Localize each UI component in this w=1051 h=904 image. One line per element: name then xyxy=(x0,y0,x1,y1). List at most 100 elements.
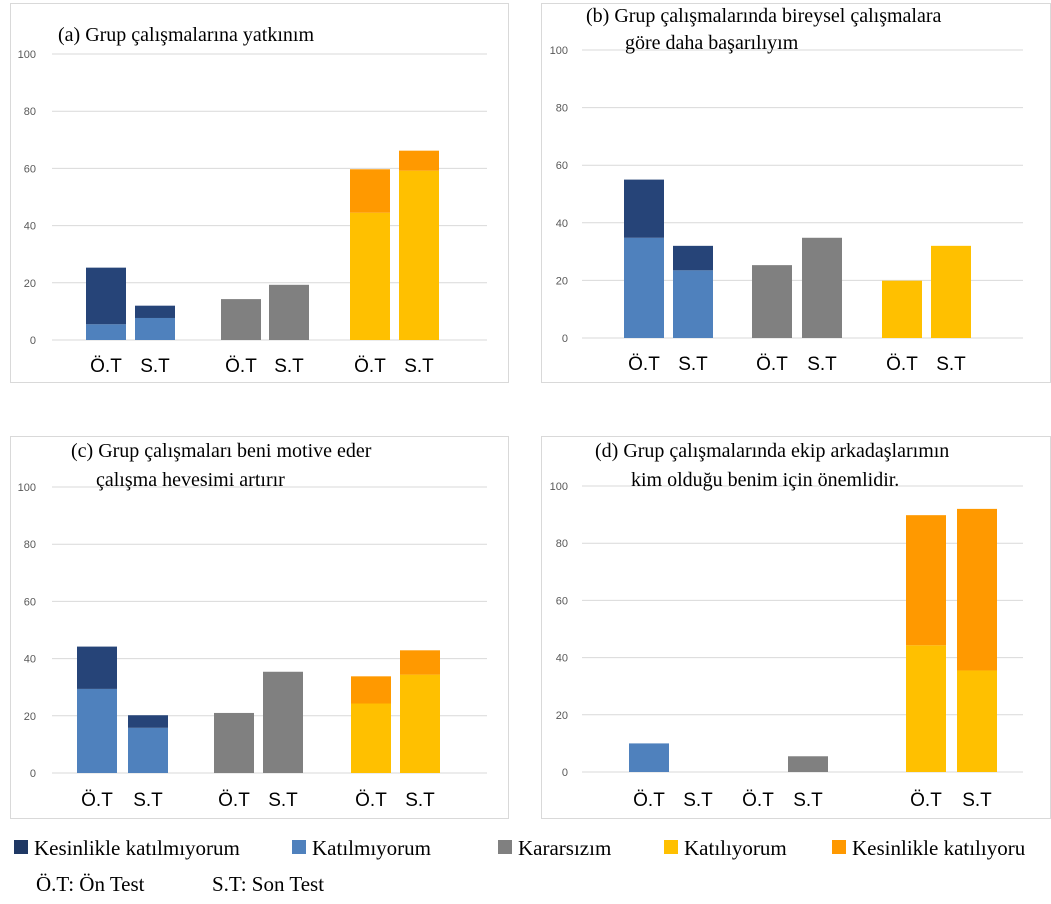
y-tick-label: 40 xyxy=(556,653,568,665)
bar-kesinlikle-katılmıyorum xyxy=(135,305,175,318)
y-tick-label: 0 xyxy=(562,333,568,345)
bar-katılıyorum xyxy=(931,245,971,338)
chart-title: kim olduğu benim için önemlidir. xyxy=(631,469,899,491)
y-tick-label: 0 xyxy=(562,767,568,779)
legend-label: Kesinlikle katılmıyorum xyxy=(34,836,240,860)
bar-katılıyorum xyxy=(882,280,922,338)
y-tick-label: 80 xyxy=(24,539,36,551)
chart-panel-b: 0 20 40 60 80 100 (b) Grup çalışmalarında bire… xyxy=(541,3,1051,383)
bar-katılmıyorum xyxy=(135,317,175,340)
legend-label: Katılıyorum xyxy=(684,836,787,860)
x-tick-label: Ö.T xyxy=(628,354,660,375)
x-tick-label: S.T xyxy=(140,356,170,377)
legend-swatch-katiliyorum xyxy=(664,840,678,854)
x-tick-label: S.T xyxy=(683,790,713,811)
y-tick-label: 60 xyxy=(24,163,36,175)
bar-katılıyorum xyxy=(399,170,439,340)
legend-swatch-kesinlikle-katiliyorum xyxy=(832,840,846,854)
bar-kesinlikle-katılıyorum xyxy=(400,650,440,675)
bar-kesinlikle-katılmıyorum xyxy=(624,179,664,238)
y-tick-label: 40 xyxy=(24,654,36,666)
x-tick-label: Ö.T xyxy=(355,790,387,811)
legend-swatch-kararsizim xyxy=(498,840,512,854)
legend-label: Kesinlikle katılıyoru xyxy=(852,836,1026,860)
y-tick-label: 0 xyxy=(30,335,36,347)
y-tick-label: 20 xyxy=(24,278,36,290)
x-tick-label: S.T xyxy=(793,790,823,811)
legend-item-katilmiyorum: Katılmıyorum xyxy=(292,836,431,861)
bar-kararsızım xyxy=(802,237,842,338)
legend-label: Kararsızım xyxy=(518,836,612,860)
bar-kesinlikle-katılıyorum xyxy=(350,169,390,213)
x-tick-label: Ö.T xyxy=(633,790,665,811)
y-tick-label: 80 xyxy=(556,538,568,550)
bar-katılıyorum xyxy=(350,212,390,340)
y-tick-label: 80 xyxy=(24,106,36,118)
post-test-note: S.T: Son Test xyxy=(212,872,325,896)
x-tick-label: S.T xyxy=(962,790,992,811)
bar-kesinlikle-katılıyorum xyxy=(957,508,997,671)
bar-kesinlikle-katılmıyorum xyxy=(86,267,126,325)
bar-katılmıyorum xyxy=(77,688,117,773)
bar-kesinlikle-katılmıyorum xyxy=(77,646,117,689)
x-tick-label: Ö.T xyxy=(354,356,386,377)
x-tick-label: Ö.T xyxy=(225,356,257,377)
bar-kararsızım xyxy=(752,265,792,338)
chart-title: (a) Grup çalışmalarına yatkınım xyxy=(58,24,314,46)
legend-item-kararsizim: Kararsızım xyxy=(498,836,611,861)
x-tick-label: Ö.T xyxy=(910,790,942,811)
y-tick-label: 100 xyxy=(550,481,568,493)
x-tick-label: S.T xyxy=(404,356,434,377)
chart-frame xyxy=(541,3,1051,383)
legend-item-katiliyorum: Katılıyorum xyxy=(664,836,787,861)
chart-panel-a: 0 20 40 60 80 100 (a) Grup çalışmalarına yatkı… xyxy=(10,3,509,383)
y-tick-label: 80 xyxy=(556,103,568,115)
pre-test-note: Ö.T: Ön Test xyxy=(36,872,145,896)
x-tick-label: S.T xyxy=(807,354,837,375)
legend-item-kesinlikle-katilmiyorum: Kesinlikle katılmıyorum xyxy=(14,836,240,861)
x-tick-label: S.T xyxy=(936,354,966,375)
legend-item-kesinlikle-katiliyorum: Kesinlikle katılıyoru xyxy=(832,836,1025,861)
y-tick-label: 40 xyxy=(556,218,568,230)
legend-swatch-kesinlikle-katilmiyorum xyxy=(14,840,28,854)
bar-katılıyorum xyxy=(906,645,946,772)
chart-title: (b) Grup çalışmalarında bireysel çalışma… xyxy=(586,5,942,27)
bar-kesinlikle-katılmıyorum xyxy=(128,715,168,728)
y-tick-label: 20 xyxy=(556,710,568,722)
x-tick-label: Ö.T xyxy=(81,790,113,811)
chart-panel-d: 0 20 40 60 80 100 (d) Grup çalışmalarında ekip… xyxy=(541,436,1051,819)
y-tick-label: 20 xyxy=(24,711,36,723)
bar-kararsızım xyxy=(214,712,254,773)
x-tick-label: Ö.T xyxy=(742,790,774,811)
x-tick-label: Ö.T xyxy=(756,354,788,375)
bar-kesinlikle-katılıyorum xyxy=(906,515,946,646)
chart-title: (c) Grup çalışmaları beni motive eder xyxy=(71,440,372,462)
y-tick-label: 20 xyxy=(556,275,568,287)
legend-label: Katılmıyorum xyxy=(312,836,431,860)
bar-katılmıyorum xyxy=(673,270,713,338)
bar-kesinlikle-katılmıyorum xyxy=(673,245,713,271)
x-tick-label: S.T xyxy=(274,356,304,377)
x-tick-label: S.T xyxy=(678,354,708,375)
chart-panel-c: 0 20 40 60 80 100 (c) Grup çalışmaları beni mo… xyxy=(10,436,509,819)
x-tick-label: S.T xyxy=(405,790,435,811)
bar-kararsızım xyxy=(269,284,309,340)
legend-swatch-katilmiyorum xyxy=(292,840,306,854)
bar-katılmıyorum xyxy=(629,743,669,772)
bar-kesinlikle-katılıyorum xyxy=(351,676,391,704)
legend: Kesinlikle katılmıyorum Katılmıyorum Kar… xyxy=(14,836,1051,866)
x-tick-label: Ö.T xyxy=(886,354,918,375)
bar-kararsızım xyxy=(263,671,303,773)
chart-title: göre daha başarılıyım xyxy=(625,32,799,54)
charts-area: 0 20 40 60 80 100 (a) Grup çalışmalarına yatkı… xyxy=(10,3,1051,819)
bar-kararsızım xyxy=(221,299,261,340)
chart-title: çalışma hevesimi artırır xyxy=(96,469,285,491)
bar-kararsızım xyxy=(788,756,828,772)
bar-katılıyorum xyxy=(957,670,997,772)
y-tick-label: 100 xyxy=(550,45,568,57)
bar-katılıyorum xyxy=(400,674,440,773)
chart-title: (d) Grup çalışmalarında ekip arkadaşları… xyxy=(595,440,949,462)
x-tick-label: S.T xyxy=(268,790,298,811)
x-tick-label: Ö.T xyxy=(218,790,250,811)
y-tick-label: 0 xyxy=(30,768,36,780)
